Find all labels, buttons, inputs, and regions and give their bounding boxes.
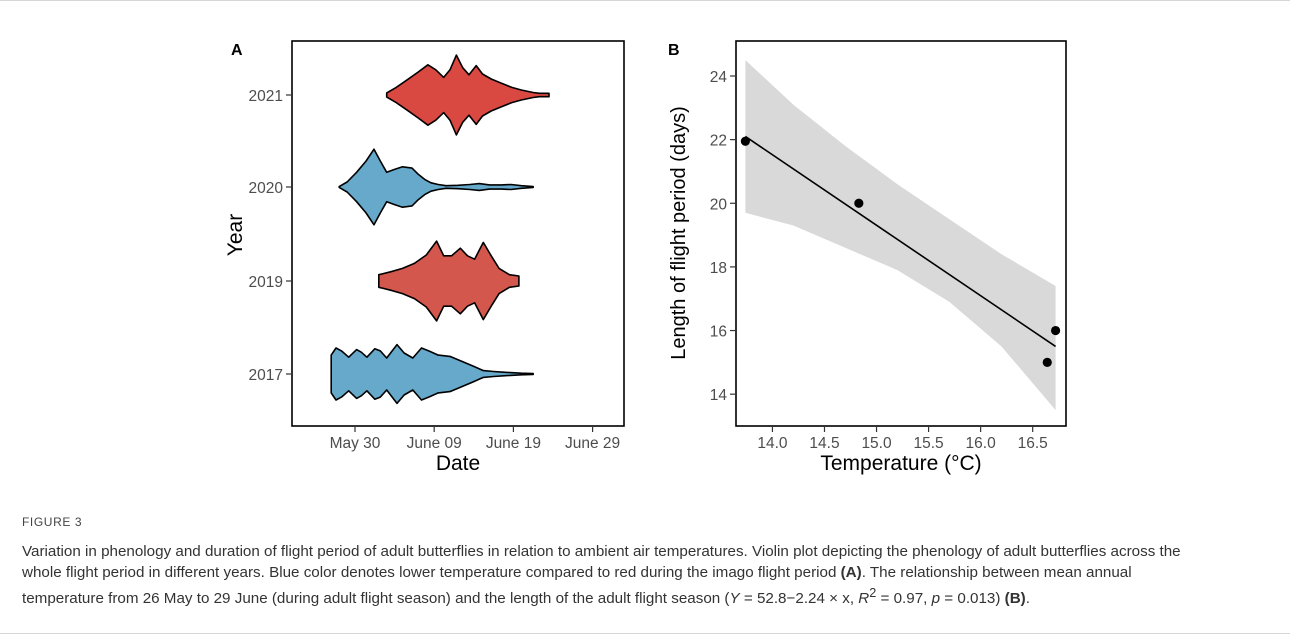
panel-b-y-axis-label: Length of flight period (days) <box>668 106 690 360</box>
a-x-tick-label: June 29 <box>565 435 620 452</box>
b-x-tick-label: 15.0 <box>861 435 892 452</box>
panel-a-label: A <box>231 42 243 59</box>
b-x-tick-label: 16.0 <box>966 435 997 452</box>
panel-b-x-axis-label: Temperature (°C) <box>820 452 981 475</box>
a-y-tick-label: 2019 <box>249 274 283 291</box>
violin-2021 <box>385 54 550 136</box>
b-y-tick-label: 24 <box>710 69 728 86</box>
data-point <box>854 198 864 208</box>
b-y-tick-label: 20 <box>710 196 728 213</box>
b-y-tick-label: 22 <box>710 133 727 150</box>
caption-ref-b: (B) <box>1004 590 1026 608</box>
caption-eq-end: = 0.013) <box>940 590 1005 608</box>
a-x-tick-label: May 30 <box>330 435 381 452</box>
panel-b-frame <box>735 40 1067 427</box>
b-y-tick-label: 18 <box>710 260 727 277</box>
b-y-tick-label: 16 <box>710 324 727 341</box>
panel-b-label: B <box>668 42 680 59</box>
a-x-tick-label: June 19 <box>486 435 541 452</box>
top-rule <box>0 0 1290 1</box>
b-y-tick-label: 14 <box>710 387 728 404</box>
violin-2017 <box>330 343 534 405</box>
b-x-tick-label: 15.5 <box>914 435 944 452</box>
caption-eq-r-sup: 2 <box>869 586 877 600</box>
a-y-tick-label: 2017 <box>249 367 283 384</box>
data-point <box>1050 325 1061 336</box>
figure-label: FIGURE 3 <box>22 515 83 529</box>
b-x-tick-label: 14.0 <box>757 435 788 452</box>
caption-ref-a: (A) <box>840 564 862 581</box>
violin-2019 <box>378 240 520 322</box>
a-y-tick-label: 2020 <box>249 180 284 197</box>
a-y-tick-label: 2021 <box>249 88 283 105</box>
panel-a-x-axis-label: Date <box>436 452 480 475</box>
caption-eq-p: p <box>931 590 941 608</box>
regression-line <box>744 135 1057 348</box>
caption-eq-mid2: = 0.97, <box>876 590 932 608</box>
figure-caption: Variation in phenology and duration of f… <box>22 541 1212 609</box>
data-point <box>1042 357 1052 367</box>
a-x-tick-label: June 09 <box>407 435 462 452</box>
caption-part-3: . <box>1025 590 1030 608</box>
violin-2020 <box>338 148 534 226</box>
b-x-tick-label: 14.5 <box>809 435 839 452</box>
panel-a: A 2017 2019 2020 2021 May 30 June 09 June 19 J… <box>224 40 625 475</box>
figure-chart: A 2017 2019 2020 2021 May 30 June 09 June 19 J… <box>224 40 1067 475</box>
caption-part-2: . The relationship between mean annual t… <box>22 564 1132 608</box>
caption-eq-y: Y <box>729 590 740 608</box>
caption-eq-mid: = 52.8−2.24 × x, <box>739 590 859 608</box>
panel-a-y-axis-label: Year <box>224 214 247 256</box>
caption-part-1: Variation in phenology and duration of f… <box>22 543 1181 581</box>
data-point <box>740 136 750 146</box>
confidence-band <box>745 60 1056 411</box>
caption-eq-r: R <box>858 590 870 608</box>
panel-a-frame <box>291 40 625 427</box>
b-x-tick-label: 16.5 <box>1018 435 1048 452</box>
